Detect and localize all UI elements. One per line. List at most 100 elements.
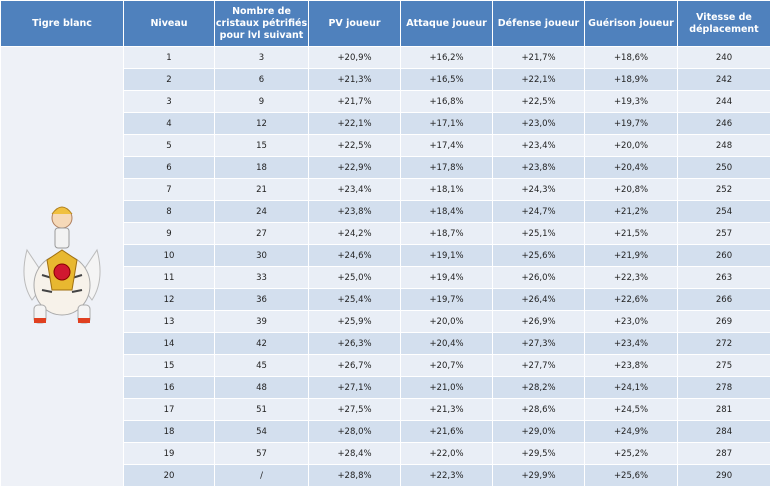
table-cell: +23,4% <box>492 134 585 157</box>
table-cell: 15 <box>214 134 309 157</box>
table-cell: +25,6% <box>492 244 585 267</box>
table-cell: +18,7% <box>400 222 493 245</box>
table-cell: +18,6% <box>584 46 678 69</box>
table-cell: 1 <box>123 46 215 69</box>
table-cell: +21,0% <box>400 376 493 399</box>
table-cell: +27,3% <box>492 332 585 355</box>
table-cell: +18,9% <box>584 68 678 91</box>
table-row: 7 21 +23,4% +18,1% +24,3% +20,8% 252 <box>1 178 770 201</box>
table-cell: +22,0% <box>400 442 493 465</box>
table-cell: 7 <box>123 178 215 201</box>
table-cell: +20,4% <box>584 156 678 179</box>
table-row: 16 48 +27,1% +21,0% +28,2% +24,1% 278 <box>1 376 770 399</box>
table-cell: +24,2% <box>308 222 401 245</box>
table-cell: 18 <box>123 420 215 443</box>
header-cell: Nombre de cristaux pétrifiés pour lvl su… <box>214 0 309 47</box>
table-cell: +19,1% <box>400 244 493 267</box>
table-cell: 290 <box>677 464 770 487</box>
table-cell: +24,3% <box>492 178 585 201</box>
table-cell: +22,5% <box>492 90 585 113</box>
table-cell: 27 <box>214 222 309 245</box>
table-cell: 17 <box>123 398 215 421</box>
table-cell: +23,8% <box>308 200 401 223</box>
table-cell: +24,6% <box>308 244 401 267</box>
table-row: 19 57 +28,4% +22,0% +29,5% +25,2% 287 <box>1 442 770 465</box>
table-cell: 250 <box>677 156 770 179</box>
table-cell: +25,0% <box>308 266 401 289</box>
table-cell: 33 <box>214 266 309 289</box>
table-cell: 248 <box>677 134 770 157</box>
table-cell: 240 <box>677 46 770 69</box>
table-cell: 3 <box>214 46 309 69</box>
table-cell: +19,4% <box>400 266 493 289</box>
table-cell: / <box>214 464 309 487</box>
table-cell: 36 <box>214 288 309 311</box>
table-cell: +25,1% <box>492 222 585 245</box>
table-cell: 257 <box>677 222 770 245</box>
table-cell: +17,8% <box>400 156 493 179</box>
table-cell: 11 <box>123 266 215 289</box>
table-cell: +25,4% <box>308 288 401 311</box>
table-cell: +28,4% <box>308 442 401 465</box>
table-cell: +20,7% <box>400 354 493 377</box>
table-cell: +23,4% <box>308 178 401 201</box>
table-cell: +21,5% <box>584 222 678 245</box>
table-cell: +24,9% <box>584 420 678 443</box>
table-cell: 30 <box>214 244 309 267</box>
table-cell: 20 <box>123 464 215 487</box>
table-cell: +18,1% <box>400 178 493 201</box>
table-cell: +17,1% <box>400 112 493 135</box>
table-cell: +17,4% <box>400 134 493 157</box>
table-cell: +22,3% <box>400 464 493 487</box>
table-cell: 15 <box>123 354 215 377</box>
table-cell: +20,0% <box>400 310 493 333</box>
table-cell: 19 <box>123 442 215 465</box>
table-cell: +16,8% <box>400 90 493 113</box>
table-cell: +28,2% <box>492 376 585 399</box>
table-row: 13 39 +25,9% +20,0% +26,9% +23,0% 269 <box>1 310 770 333</box>
table-cell: +23,8% <box>584 354 678 377</box>
table-cell: +28,6% <box>492 398 585 421</box>
table-cell: 254 <box>677 200 770 223</box>
header-cell: Vitesse de déplacement <box>677 0 770 47</box>
table-cell: +21,6% <box>400 420 493 443</box>
header-cell: Niveau <box>123 0 215 47</box>
table-cell: +24,5% <box>584 398 678 421</box>
table-cell: 260 <box>677 244 770 267</box>
table-cell: 51 <box>214 398 309 421</box>
table-cell: 275 <box>677 354 770 377</box>
table-cell: 263 <box>677 266 770 289</box>
header-cell: PV joueur <box>308 0 401 47</box>
table-cell: +21,3% <box>400 398 493 421</box>
table-row: 14 42 +26,3% +20,4% +27,3% +23,4% 272 <box>1 332 770 355</box>
table-cell: +27,7% <box>492 354 585 377</box>
table-cell: 5 <box>123 134 215 157</box>
header-row: Tigre blanc Niveau Nombre de cristaux pétr… <box>0 0 770 47</box>
table-cell: 16 <box>123 376 215 399</box>
table-cell: +23,0% <box>492 112 585 135</box>
table-cell: +16,2% <box>400 46 493 69</box>
table-cell: +26,3% <box>308 332 401 355</box>
table-cell: +21,7% <box>308 90 401 113</box>
table-cell: 48 <box>214 376 309 399</box>
table-cell: 42 <box>214 332 309 355</box>
table-cell: +22,1% <box>308 112 401 135</box>
table-cell: +22,5% <box>308 134 401 157</box>
table-cell: +26,0% <box>492 266 585 289</box>
table-cell: 3 <box>123 90 215 113</box>
table-row: 11 33 +25,0% +19,4% +26,0% +22,3% 263 <box>1 266 770 289</box>
table-cell: 6 <box>123 156 215 179</box>
table-cell: 8 <box>123 200 215 223</box>
header-cell: Guérison joueur <box>584 0 678 47</box>
header-cell: Attaque joueur <box>400 0 493 47</box>
table-cell: 287 <box>677 442 770 465</box>
table-row: 1 3 +20,9% +16,2% +21,7% +18,6% 240 <box>0 46 770 487</box>
table-cell: 13 <box>123 310 215 333</box>
table-cell: +22,6% <box>584 288 678 311</box>
table-cell: +21,2% <box>584 200 678 223</box>
table-row: 12 36 +25,4% +19,7% +26,4% +22,6% 266 <box>1 288 770 311</box>
table-cell: +20,4% <box>400 332 493 355</box>
header-cell: Défense joueur <box>492 0 585 47</box>
